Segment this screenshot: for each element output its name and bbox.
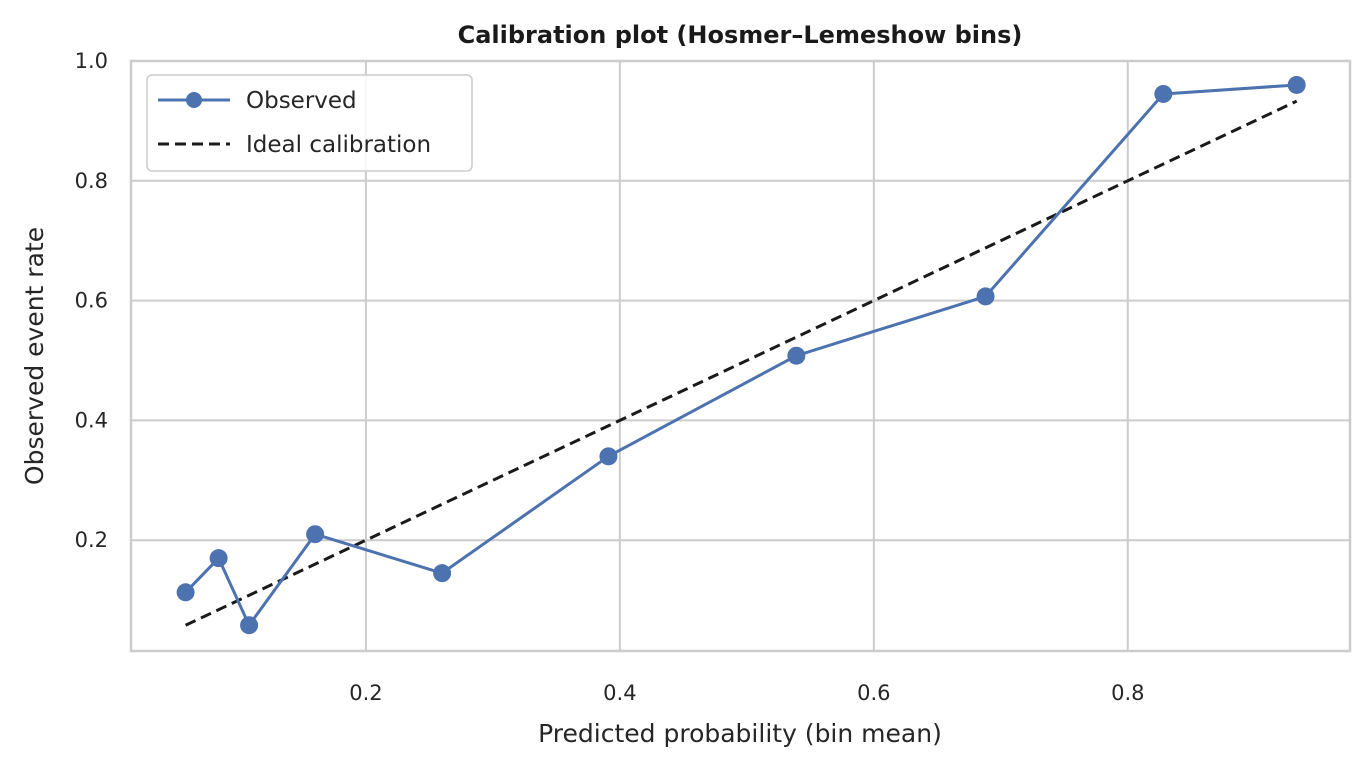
observed-point bbox=[176, 583, 195, 602]
y-tick-labels: 0.2 0.4 0.6 0.8 1.0 bbox=[75, 49, 108, 552]
x-axis-label: Predicted probability (bin mean) bbox=[538, 719, 942, 748]
observed-point bbox=[306, 525, 325, 544]
y-tick-label: 0.4 bbox=[75, 408, 108, 432]
ideal-calibration-line bbox=[184, 99, 1298, 627]
legend-observed-label: Observed bbox=[246, 88, 357, 114]
observed-point bbox=[433, 564, 452, 583]
y-tick-label: 1.0 bbox=[75, 49, 108, 73]
x-tick-label: 0.4 bbox=[603, 681, 636, 705]
observed-point bbox=[787, 346, 806, 365]
legend-observed-marker bbox=[186, 92, 202, 108]
plot-frame bbox=[129, 59, 1352, 653]
y-axis-label: Observed event rate bbox=[20, 227, 49, 485]
series-layer bbox=[176, 75, 1306, 635]
observed-point bbox=[976, 287, 995, 306]
chart-title: Calibration plot (Hosmer–Lemeshow bins) bbox=[458, 21, 1023, 49]
x-tick-labels: 0.2 0.4 0.6 0.8 bbox=[349, 681, 1144, 705]
observed-point bbox=[209, 549, 228, 568]
legend: Observed Ideal calibration bbox=[146, 74, 473, 172]
x-tick-label: 0.2 bbox=[349, 681, 382, 705]
observed-point bbox=[1287, 75, 1306, 94]
observed-point bbox=[240, 616, 259, 635]
observed-line bbox=[184, 83, 1297, 627]
y-tick-label: 0.2 bbox=[75, 528, 108, 552]
x-tick-label: 0.8 bbox=[1111, 681, 1144, 705]
observed-point bbox=[1154, 84, 1173, 103]
x-tick-label: 0.6 bbox=[857, 681, 890, 705]
y-tick-label: 0.6 bbox=[75, 289, 108, 313]
observed-point bbox=[599, 447, 618, 466]
legend-ideal-label: Ideal calibration bbox=[246, 132, 431, 158]
y-tick-label: 0.8 bbox=[75, 169, 108, 193]
